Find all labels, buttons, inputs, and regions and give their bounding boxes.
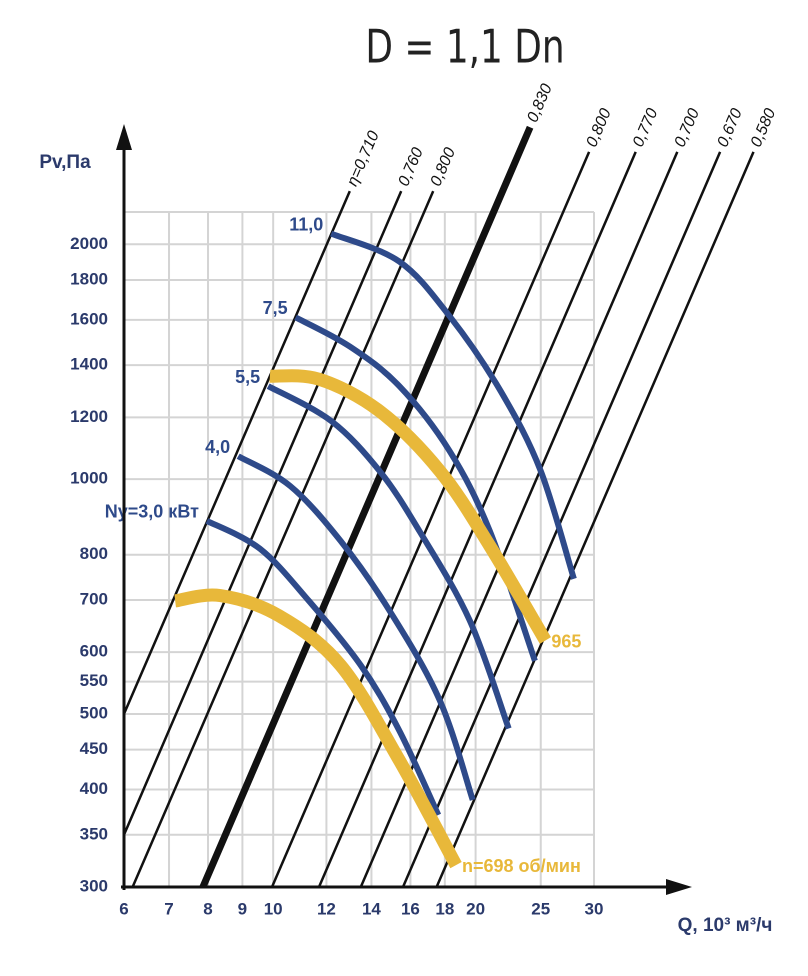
x-tick-label: 16 (401, 899, 420, 918)
efficiency-line (435, 151, 755, 888)
y-tick-label: 800 (80, 544, 108, 563)
curve-label: 7,5 (263, 298, 288, 318)
efficiency-line (122, 190, 351, 715)
y-tick-label: 350 (80, 824, 108, 843)
y-tick-label: 600 (80, 642, 108, 661)
y-tick-label: 450 (80, 739, 108, 758)
curve-label: 4,0 (205, 437, 230, 457)
x-tick-label: 12 (317, 899, 336, 918)
efficiency-label: 0,670 (714, 106, 746, 150)
efficiency-line (401, 151, 722, 888)
y-tick-label: 1000 (70, 469, 108, 488)
speed-curve (174, 588, 462, 869)
y-tick-label: 1800 (70, 269, 108, 288)
y-arrow (116, 124, 132, 150)
x-arrow (666, 879, 692, 895)
x-tick-label: 14 (362, 899, 381, 918)
x-tick-label: 30 (585, 899, 604, 918)
x-tick-label: 7 (164, 899, 173, 918)
efficiency-label: η=0,710 (344, 129, 383, 189)
x-tick-label: 25 (531, 899, 550, 918)
curve-label: 5,5 (235, 367, 260, 387)
efficiency-line (122, 190, 403, 836)
x-tick-label: 8 (203, 899, 212, 918)
y-tick-label: 400 (80, 779, 108, 798)
efficiency-label: 0,700 (672, 106, 704, 150)
efficiency-line (131, 190, 435, 888)
curve-label: Ny=3,0 кВт (105, 502, 199, 522)
efficiency-line (359, 151, 679, 888)
curve-label: 965 (551, 631, 581, 651)
curves: 11,0 7,5 5,5 4,0 Ny=3,0 кВт 965 n=698 об/мин (105, 214, 582, 876)
curve-label: n=698 об/мин (462, 856, 581, 876)
x-tick-label: 20 (466, 899, 485, 918)
x-tick-label: 18 (435, 899, 454, 918)
efficiency-line (270, 151, 591, 888)
y-axis-label: Pv,Па (39, 152, 91, 173)
y-tick-label: 1400 (70, 355, 108, 374)
y-tick-label: 500 (80, 703, 108, 722)
axes (116, 124, 692, 895)
x-tick-label: 9 (238, 899, 247, 918)
efficiency-label: 0,770 (630, 106, 662, 150)
power-curve (205, 518, 442, 817)
y-tick-label: 1200 (70, 407, 108, 426)
efficiency-label: 0,580 (748, 106, 780, 150)
y-tick-label: 700 (80, 589, 108, 608)
curve-label: 11,0 (289, 214, 323, 234)
y-tick-label: 1600 (70, 309, 108, 328)
efficiency-label: 0,760 (395, 145, 427, 189)
y-tick-label: 550 (80, 671, 108, 690)
y-tick-label: 300 (80, 876, 108, 895)
x-tick-label: 6 (119, 899, 128, 918)
power-curve (330, 230, 577, 580)
chart-title: D = 1,1 Dn (365, 20, 564, 74)
efficiency-label: 0,800 (583, 106, 615, 150)
power-curve (266, 383, 512, 730)
efficiency-label: 0,830 (524, 81, 556, 125)
x-tick-label: 10 (264, 899, 283, 918)
x-axis-label: Q, 10³ м³/ч (678, 915, 773, 936)
y-tick-label: 2000 (70, 234, 108, 253)
efficiency-label: 0,800 (428, 145, 460, 189)
power-curve (236, 453, 476, 801)
power-curve (294, 314, 538, 662)
efficiency-line (199, 125, 534, 889)
speed-curve (269, 369, 551, 644)
